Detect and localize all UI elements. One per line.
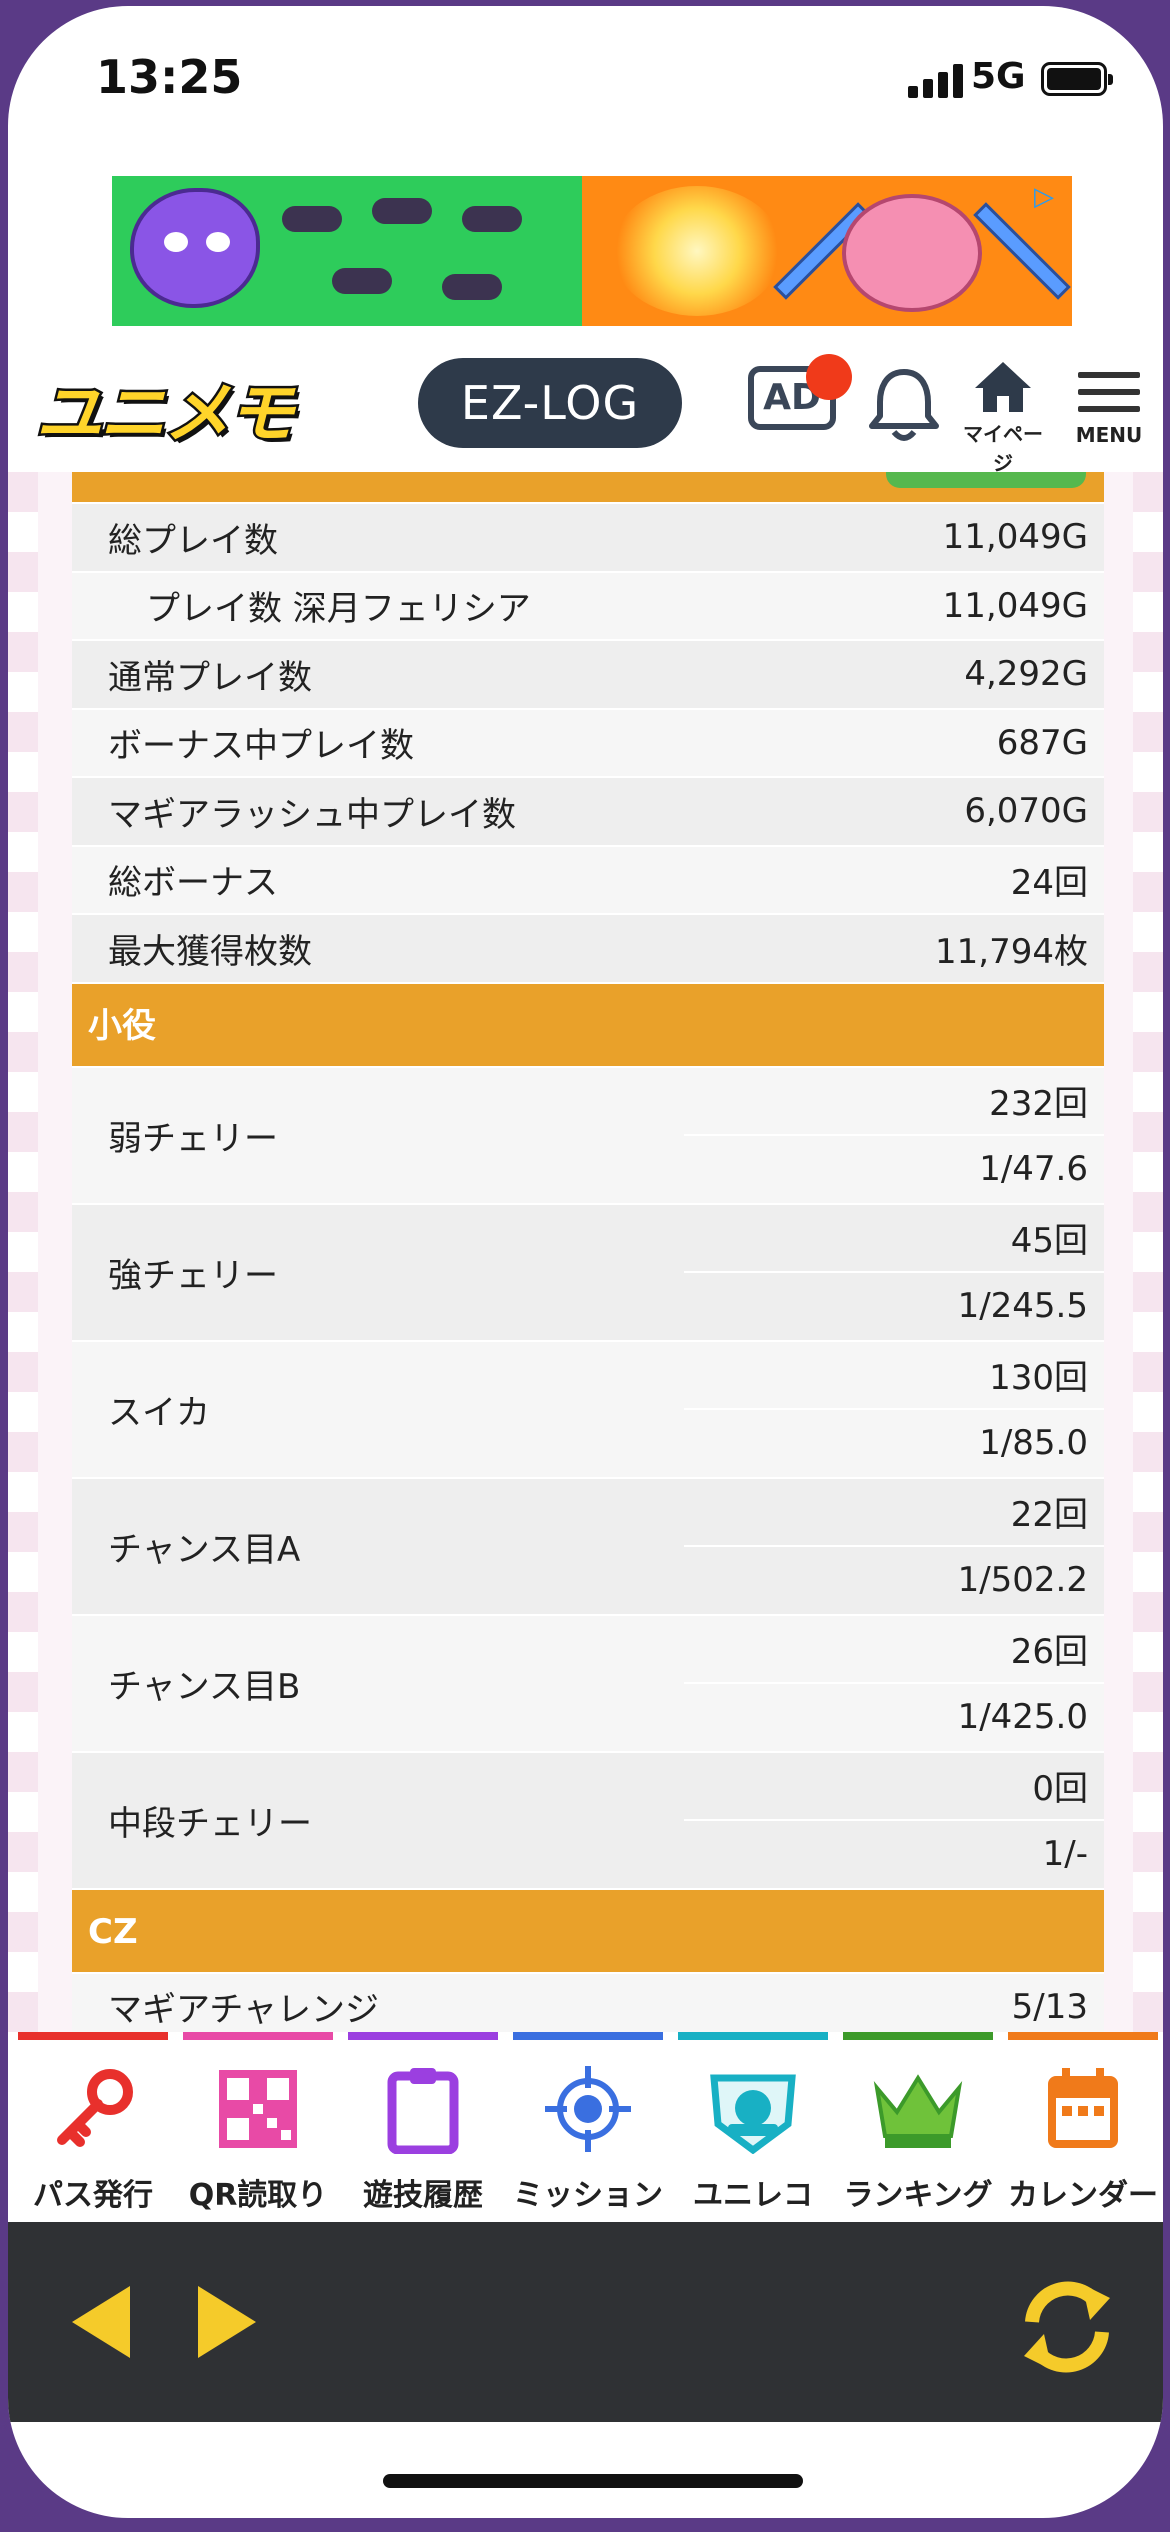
bottom-tab-bar: パス発行 QR読取り: [8, 2032, 1163, 2222]
tab-qr-read[interactable]: QR読取り: [183, 2032, 333, 2222]
back-arrow-icon[interactable]: [72, 2286, 130, 2358]
table-row: プレイ数 深月フェリシア 11,049G: [72, 570, 1104, 639]
browser-nav-bar: [8, 2222, 1163, 2422]
phone-screen: 13:25 5G ▷ ユニメモ EZ-LOG AD: [8, 6, 1163, 2518]
tab-calendar[interactable]: カレンダー: [1008, 2032, 1158, 2222]
notification-dot: [806, 354, 852, 400]
play-data-table: 総プレイ数 11,049G プレイ数 深月フェリシア 11,049G 通常プレイ…: [72, 472, 1104, 2032]
battery-icon: [1041, 62, 1113, 96]
table-row: 中段チェリー 0回 1/-: [72, 1750, 1104, 1888]
menu-button[interactable]: MENU: [1071, 366, 1147, 466]
hamburger-icon: [1071, 366, 1147, 412]
menu-label: MENU: [1075, 423, 1143, 447]
clipboard-icon: [378, 2064, 468, 2155]
key-icon: [48, 2064, 138, 2154]
table-row: スイカ 130回 1/85.0: [72, 1339, 1104, 1477]
forward-arrow-icon[interactable]: [198, 2286, 256, 2358]
section-header-koyaku: 小役: [72, 981, 1104, 1066]
ezlog-button[interactable]: EZ-LOG: [418, 358, 682, 448]
site-header: ユニメモ EZ-LOG AD マイページ MENU: [8, 342, 1163, 475]
table-row: マギアチャレンジ 5/13: [72, 1971, 1104, 2032]
table-row: マギアラッシュ中プレイ数 6,070G: [72, 776, 1104, 845]
table-row: ボーナス中プレイ数 687G: [72, 707, 1104, 776]
table-row: チャンス目A 22回 1/502.2: [72, 1476, 1104, 1614]
mypage-button[interactable]: マイページ: [958, 360, 1048, 475]
table-row: 総プレイ数 11,049G: [72, 502, 1104, 571]
table-row: チャンス目B 26回 1/425.0: [72, 1613, 1104, 1751]
unireco-badge-icon: [708, 2064, 798, 2155]
section-header-cz: CZ: [72, 1887, 1104, 1972]
table-row: 強チェリー 45回 1/245.5: [72, 1202, 1104, 1340]
calendar-icon: [1038, 2064, 1128, 2154]
brain-character-image: [842, 194, 982, 312]
ad-choices-icon[interactable]: ▷: [1034, 182, 1054, 212]
status-time: 13:25: [96, 50, 243, 104]
bell-icon[interactable]: [866, 364, 942, 444]
data-content[interactable]: 総プレイ数 11,049G プレイ数 深月フェリシア 11,049G 通常プレイ…: [8, 472, 1163, 2032]
mypage-label: マイページ: [963, 422, 1043, 475]
qr-code-icon: [213, 2064, 303, 2154]
table-row: 弱チェリー 232回 1/47.6: [72, 1065, 1104, 1203]
tab-play-history[interactable]: 遊技履歴: [348, 2032, 498, 2222]
purple-monster-image: [130, 188, 260, 308]
table-row: 通常プレイ数 4,292G: [72, 639, 1104, 708]
refresh-icon[interactable]: [1012, 2272, 1122, 2382]
table-row: 総ボーナス 24回: [72, 844, 1104, 913]
crown-icon: [873, 2064, 963, 2154]
status-bar: 13:25 5G: [8, 6, 1163, 156]
tab-pass-issue[interactable]: パス発行: [18, 2032, 168, 2222]
site-logo[interactable]: ユニメモ: [34, 373, 297, 455]
home-indicator[interactable]: [383, 2474, 803, 2488]
tab-unireco[interactable]: ユニレコ: [678, 2032, 828, 2222]
table-row: 最大獲得枚数 11,794枚: [72, 913, 1104, 982]
tab-ranking[interactable]: ランキング: [843, 2032, 993, 2222]
tab-mission[interactable]: ミッション: [513, 2032, 663, 2222]
ad-banner[interactable]: ▷: [112, 176, 1072, 326]
home-icon: [975, 362, 1031, 412]
signal-icon: [908, 64, 964, 98]
target-icon: [543, 2064, 633, 2154]
network-label: 5G: [971, 56, 1026, 97]
